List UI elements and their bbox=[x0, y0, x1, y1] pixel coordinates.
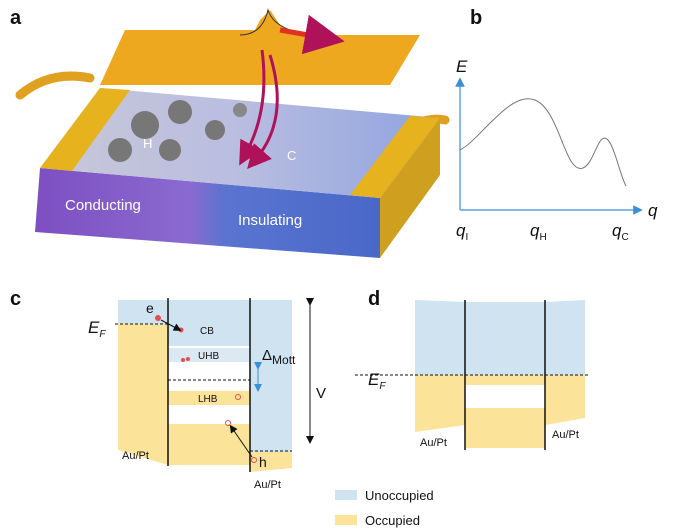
fermi-label: EF bbox=[368, 370, 386, 392]
region-label: H bbox=[143, 136, 152, 151]
band-label: LHB bbox=[198, 394, 218, 405]
fermi-label: EF bbox=[88, 318, 106, 340]
electrode-label: Au/Pt bbox=[552, 429, 579, 441]
panel-label: b bbox=[470, 7, 482, 29]
band-label: UHB bbox=[198, 351, 219, 362]
band-diagram bbox=[115, 298, 310, 472]
band-label: CB bbox=[200, 326, 214, 337]
energy-curve bbox=[460, 99, 626, 186]
panel-label: d bbox=[368, 288, 380, 310]
x-mark: qH bbox=[530, 221, 547, 243]
region-label: C bbox=[287, 148, 296, 163]
legend-label: Unoccupied bbox=[365, 488, 434, 503]
legend-swatch bbox=[335, 490, 357, 500]
axis-label: q bbox=[648, 201, 658, 220]
legend-label: Occupied bbox=[365, 513, 420, 528]
electrode-label: Au/Pt bbox=[254, 479, 281, 491]
phase-label: Conducting bbox=[65, 197, 141, 214]
panel-label: a bbox=[10, 7, 22, 29]
legend-swatch bbox=[335, 515, 357, 525]
electrode-label: Au/Pt bbox=[122, 450, 149, 462]
electrode-label: Au/Pt bbox=[420, 437, 447, 449]
voltage-label: V bbox=[316, 385, 326, 402]
panel-label: c bbox=[10, 288, 21, 310]
x-mark: qI bbox=[456, 221, 468, 243]
axis-label: E bbox=[456, 57, 468, 76]
band-diagram bbox=[355, 300, 590, 450]
figure: a H C Conducting Insulating b E q qI qH … bbox=[0, 0, 673, 532]
carrier-label: h bbox=[259, 454, 267, 470]
phase-label: Insulating bbox=[238, 212, 302, 229]
carrier-label: e bbox=[146, 300, 154, 316]
x-mark: qC bbox=[612, 221, 629, 243]
illustration bbox=[20, 10, 445, 258]
